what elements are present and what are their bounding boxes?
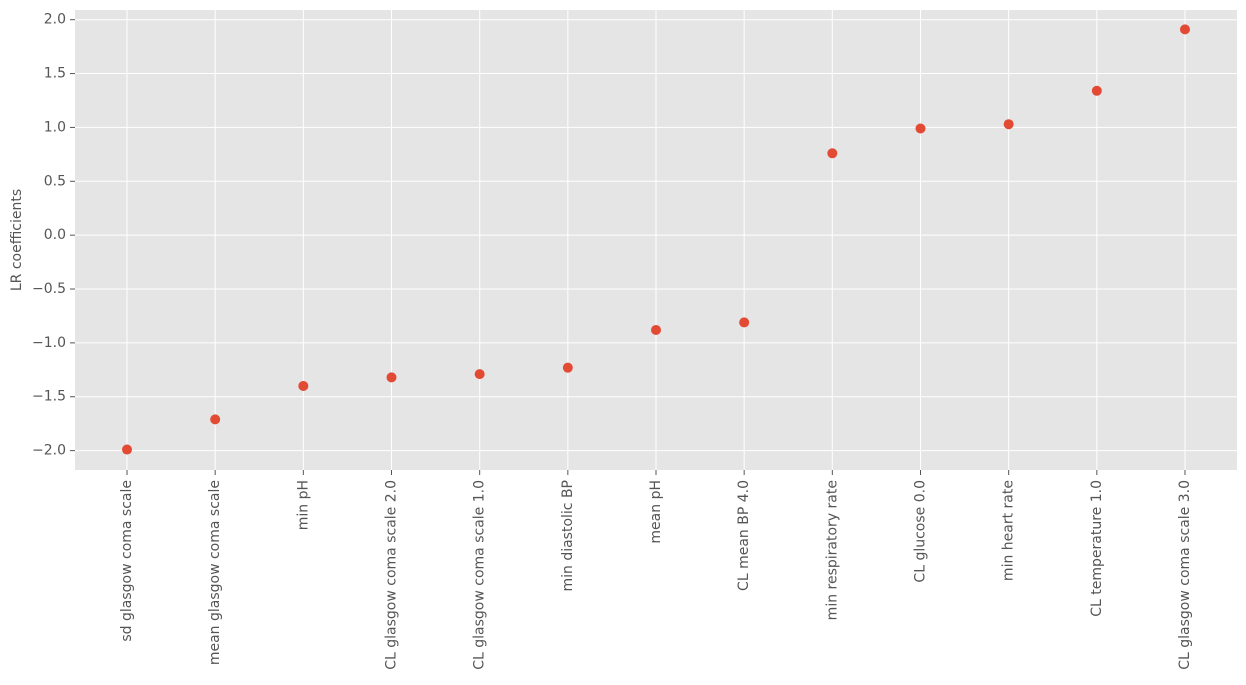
point	[827, 148, 838, 159]
y-tick-label: −2.0	[32, 443, 66, 459]
x-tick-label: CL glasgow coma scale 1.0	[472, 480, 488, 670]
x-tick-label: min heart rate	[1001, 480, 1017, 581]
x-tick-label: CL glucose 0.0	[912, 480, 928, 583]
point	[915, 123, 926, 134]
point	[651, 324, 661, 335]
point	[562, 362, 573, 373]
point	[739, 317, 750, 328]
x-tick-label: mean glasgow coma scale	[207, 480, 223, 665]
x-tick-label: mean pH	[648, 480, 664, 544]
x-tick-label: sd glasgow coma scale	[119, 480, 135, 642]
y-tick-label: 0.0	[44, 227, 66, 243]
x-tick-label: CL temperature 1.0	[1089, 480, 1105, 617]
x-tick-label: CL glasgow coma scale 3.0	[1177, 480, 1193, 670]
point	[210, 414, 221, 425]
y-tick-label: 1.5	[44, 66, 66, 82]
y-tick-label: −1.5	[32, 389, 66, 405]
y-tick-label: 2.0	[44, 12, 66, 28]
x-tick-label: min diastolic BP	[560, 480, 576, 592]
x-tick-label: min respiratory rate	[824, 480, 840, 620]
x-tick-label: CL glasgow coma scale 2.0	[384, 480, 400, 670]
point	[1179, 24, 1190, 35]
y-tick-label: −1.0	[32, 335, 66, 351]
point	[1003, 119, 1014, 130]
x-tick-label: CL mean BP 4.0	[736, 480, 752, 591]
point	[474, 369, 485, 380]
point	[386, 372, 397, 383]
y-tick-label: 1.0	[44, 119, 66, 135]
y-axis-label: LR coefficients	[9, 189, 25, 291]
y-tick-label: −0.5	[32, 281, 66, 297]
point	[1091, 85, 1102, 96]
x-tick-label: min pH	[295, 480, 311, 530]
point	[122, 444, 133, 455]
y-tick-label: 0.5	[44, 173, 66, 189]
point	[298, 380, 309, 391]
